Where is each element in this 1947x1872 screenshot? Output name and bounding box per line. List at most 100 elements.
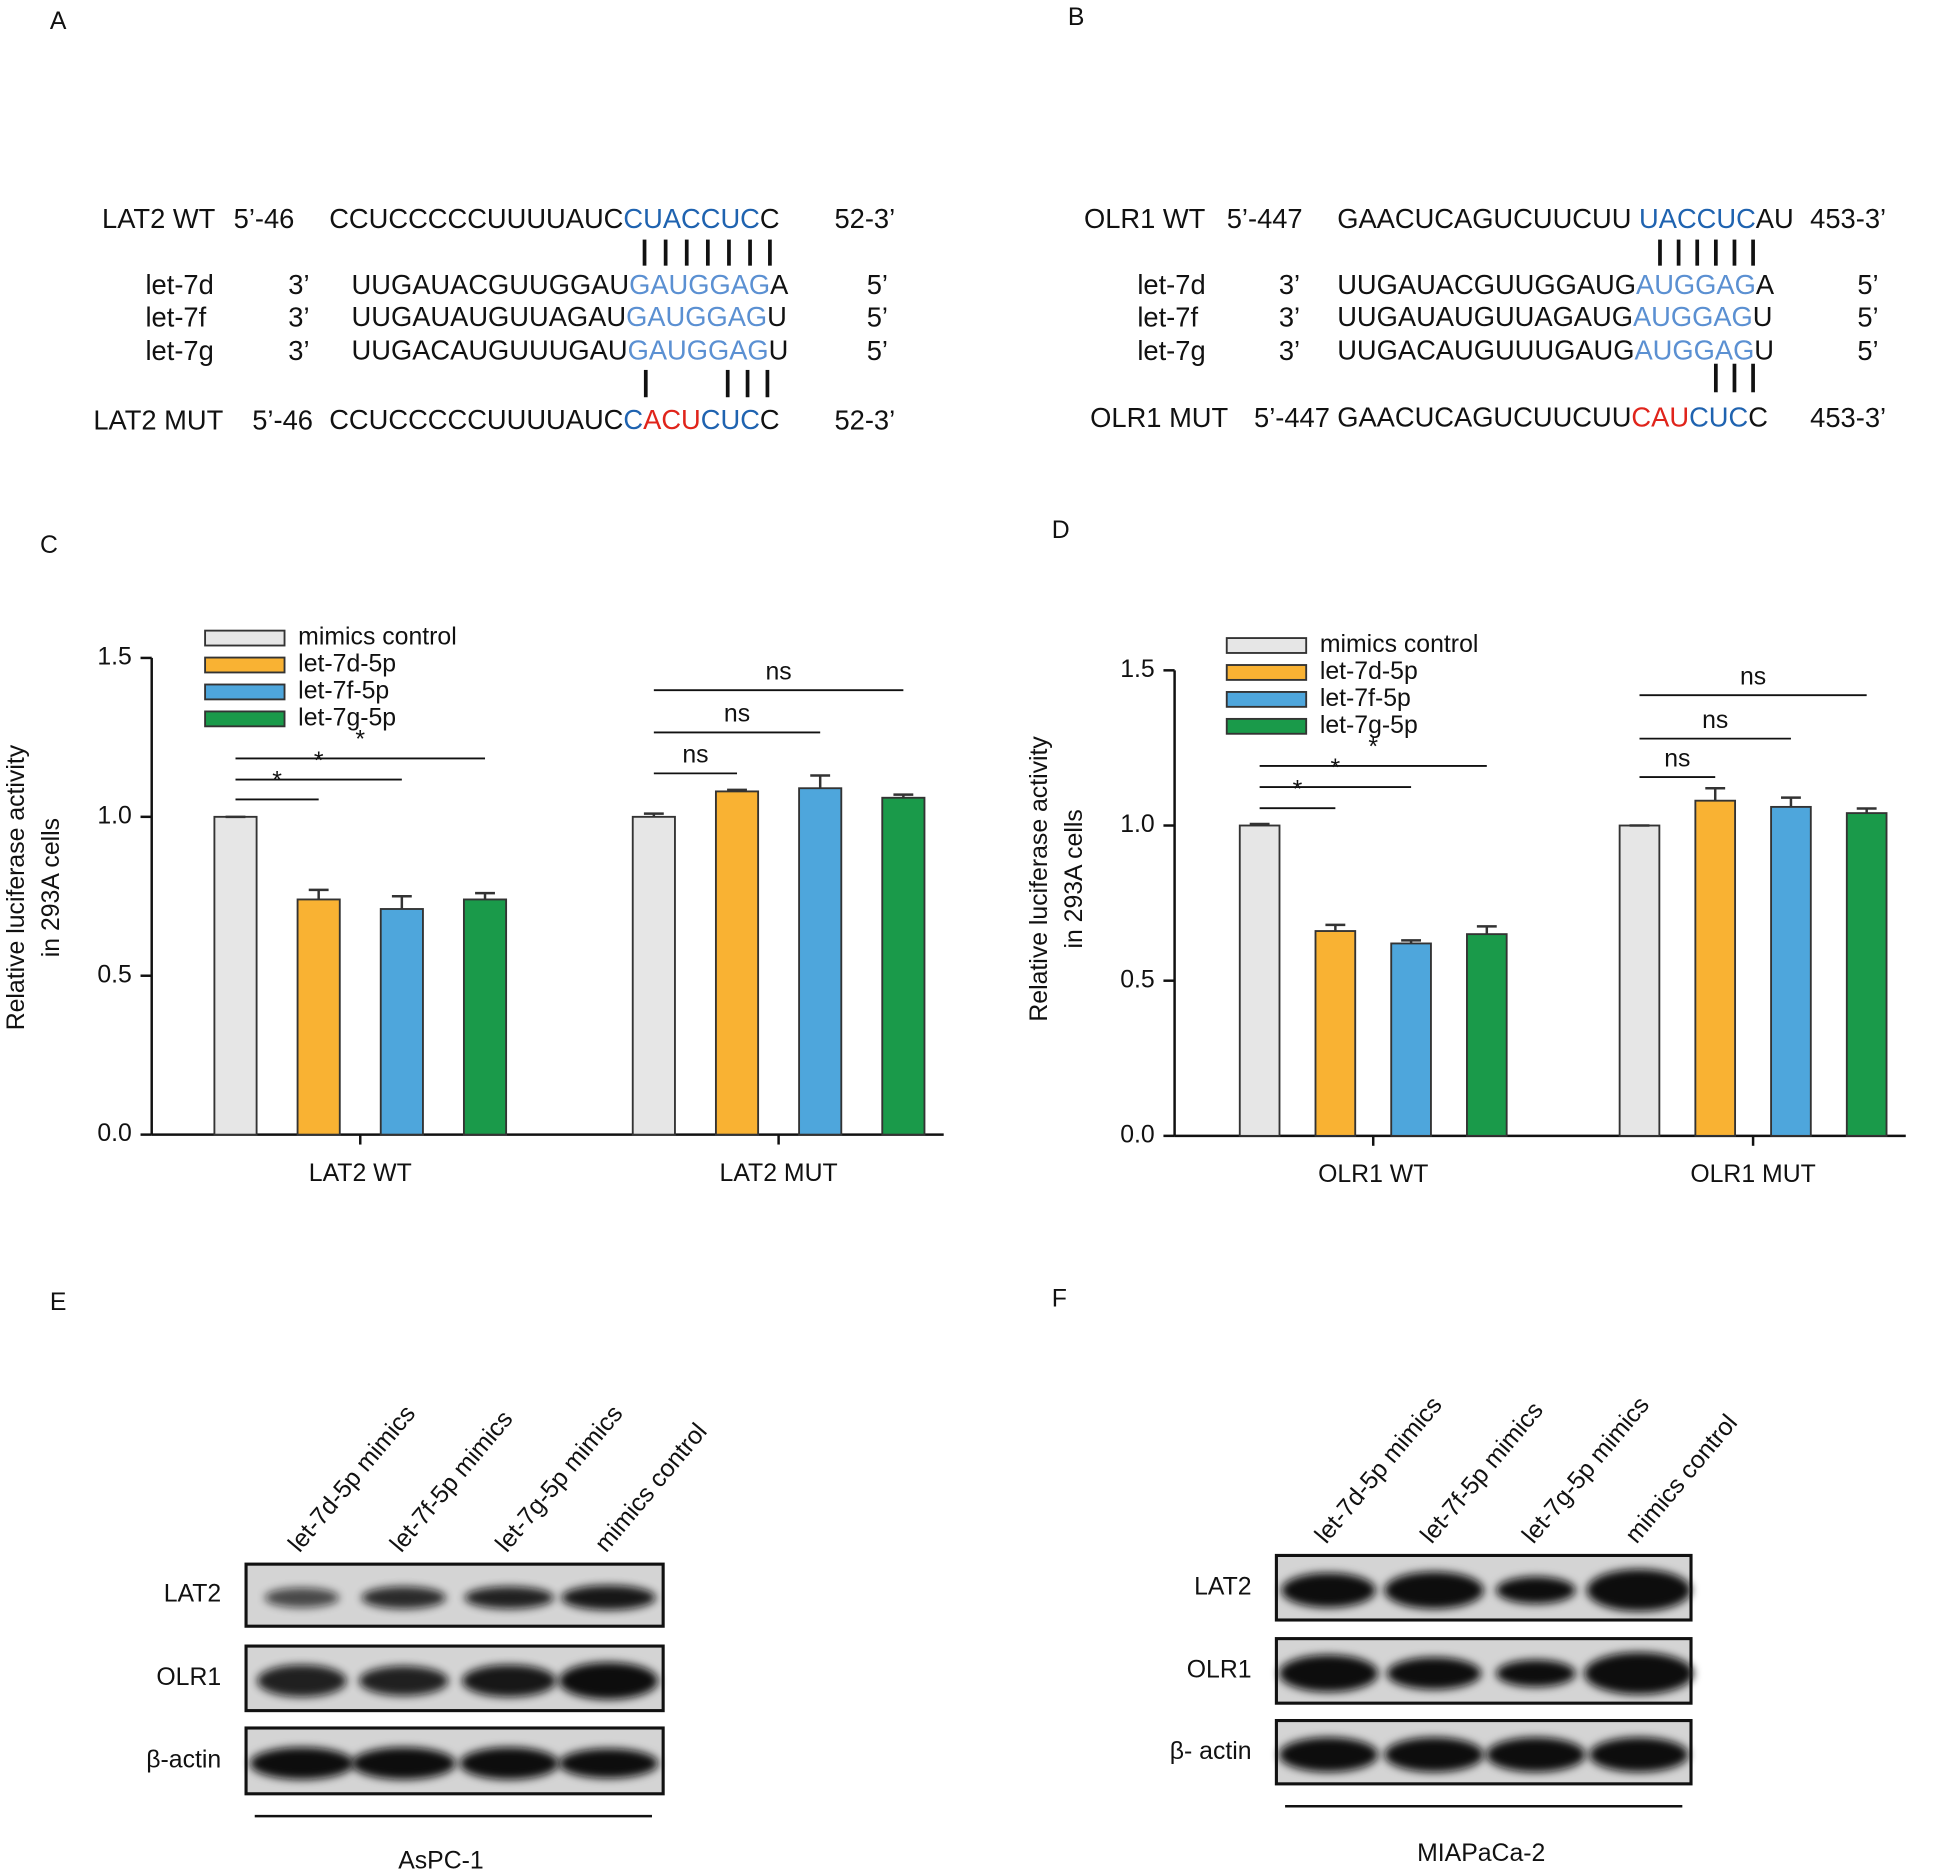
bar <box>296 898 341 1136</box>
blot-band <box>1584 1652 1694 1695</box>
significance-label: ns <box>1702 707 1728 734</box>
bar <box>1845 812 1888 1137</box>
bar <box>631 815 676 1136</box>
sequence-end: 5’-46 <box>234 203 295 234</box>
sequence-name: let-7d <box>146 269 214 300</box>
significance-label: * <box>1331 755 1341 782</box>
sequence-end: 453-3’ <box>1810 402 1886 433</box>
sequence-segment: CUACCUC <box>623 203 760 234</box>
sequence-segment: CCUCCCCCUUUUAUC <box>329 203 623 234</box>
sequence-segment: A <box>770 269 789 300</box>
sequence-end: 52-3’ <box>834 404 895 435</box>
sequence-end: 3’ <box>288 335 309 366</box>
y-tick-label: 0.0 <box>1120 1121 1155 1148</box>
sequence-name: LAT2 MUT <box>93 404 223 435</box>
bar <box>1694 799 1737 1137</box>
sequence-segment: U <box>767 301 787 332</box>
sequence: CCUCCCCCUUUUAUCCACUCUCC <box>329 404 779 435</box>
sequence-segment: UACCUC <box>1639 203 1756 234</box>
sequence-segment: GAUGGAG <box>628 335 769 366</box>
y-tick-label: 1.0 <box>97 802 132 829</box>
significance-label: * <box>1293 776 1303 803</box>
sequence-segment: GAUGGAG <box>626 301 767 332</box>
bar <box>1390 942 1432 1137</box>
bar <box>1466 933 1508 1137</box>
blot-row-label: β-actin <box>146 1746 221 1773</box>
sequence-end: 3’ <box>288 301 309 332</box>
bar <box>881 796 926 1136</box>
sequence-segment: C <box>1748 402 1768 433</box>
sequence-segment: AUGGAG <box>1634 335 1754 366</box>
sequence-end: 52-3’ <box>834 203 895 234</box>
legend-label: let-7f-5p <box>1320 685 1411 712</box>
panel-letter: E <box>50 1289 67 1316</box>
blot-band <box>361 1586 446 1609</box>
sequence-name: OLR1 MUT <box>1090 402 1228 433</box>
sequence-segment: GAACUCAGUCUUCUU <box>1337 402 1631 433</box>
legend-swatch <box>204 710 286 728</box>
legend-swatch <box>204 656 286 674</box>
blot-band <box>558 1748 659 1779</box>
blot-row-label: LAT2 <box>164 1581 221 1608</box>
sequence: GAACUCAGUCUUCUU UACCUCAU <box>1337 203 1794 234</box>
sequence-segment: GAACUCAGUCUUCUU <box>1337 203 1639 234</box>
sequence-end: 5’-447 <box>1254 402 1330 433</box>
sequence-segment: UUGAUACGUUGGAU <box>352 269 630 300</box>
sequence-segment: UUGACAUGUUUGAU <box>352 335 628 366</box>
legend-swatch <box>204 629 286 647</box>
blot-band <box>257 1664 347 1697</box>
blot-band <box>1278 1654 1379 1692</box>
sequence-end: 5’ <box>867 269 888 300</box>
sequence-segment: CUC <box>701 404 760 435</box>
sequence-name: OLR1 WT <box>1084 203 1206 234</box>
bar <box>1314 930 1357 1137</box>
blot-band <box>1384 1737 1484 1773</box>
blot-band <box>1384 1571 1484 1609</box>
sequence: UUGAUACGUUGGAUGAUGGAGA <box>352 269 790 300</box>
bar <box>798 787 843 1136</box>
legend-label: let-7d-5p <box>298 651 396 678</box>
sequence-segment: U <box>1754 335 1774 366</box>
bar <box>1238 824 1281 1137</box>
legend-label: let-7g-5p <box>1320 712 1418 739</box>
y-tick-label: 1.5 <box>1120 656 1155 683</box>
y-tick-label: 1.5 <box>97 643 132 670</box>
panel-letter: B <box>1068 4 1085 31</box>
sequence: UUGACAUGUUUGAUGAUGGAGU <box>352 335 789 366</box>
blot-row-label: OLR1 <box>156 1664 221 1691</box>
legend-label: mimics control <box>1320 631 1479 658</box>
sequence-segment: AU <box>1756 203 1794 234</box>
blot-band <box>249 1747 355 1780</box>
blot-row-label: β- actin <box>1170 1738 1252 1765</box>
legend-swatch <box>1225 691 1308 708</box>
panel-letter: C <box>40 532 58 559</box>
sequence-segment: U <box>769 335 789 366</box>
legend-swatch <box>1225 717 1308 735</box>
sequence-name: let-7f <box>1137 301 1198 332</box>
panel-letter: F <box>1052 1285 1067 1312</box>
significance-label: * <box>355 727 365 754</box>
cell-line-label: AsPC-1 <box>398 1848 484 1872</box>
sequence-segment: A <box>1756 269 1775 300</box>
sequence-end: 5’ <box>1857 269 1878 300</box>
sequence-segment: AUGGAG <box>1636 269 1756 300</box>
sequence-end: 3’ <box>1279 335 1300 366</box>
blot-band <box>464 1586 554 1609</box>
significance-label: ns <box>682 742 708 769</box>
blot-band <box>561 1585 656 1611</box>
sequence-segment: GAUGGAG <box>629 269 770 300</box>
x-tick-label: OLR1 WT <box>1318 1161 1428 1188</box>
sequence: UUGAUAUGUUAGAUGAUGGAGU <box>1337 301 1772 332</box>
blot-band <box>1278 1737 1379 1773</box>
legend-swatch <box>1225 664 1308 681</box>
bar <box>379 908 424 1136</box>
blot-band <box>462 1664 557 1697</box>
sequence: UUGACAUGUUUGAUGAUGGAGU <box>1337 335 1774 366</box>
sequence-segment: CCUCCCCCUUUUAUC <box>329 404 623 435</box>
sequence-segment: UUGACAUGUUUGAUG <box>1337 335 1634 366</box>
blot-row-label: LAT2 <box>1194 1573 1251 1600</box>
sequence-end: 5’ <box>867 301 888 332</box>
sequence-segment: UUGAUACGUUGGAUG <box>1337 269 1636 300</box>
